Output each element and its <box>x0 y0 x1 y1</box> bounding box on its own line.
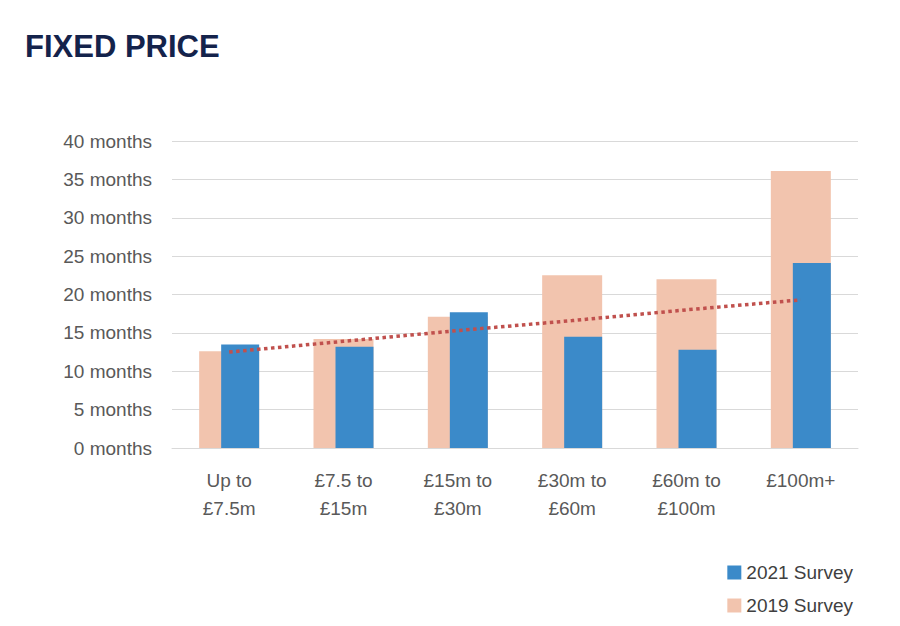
svg-text:£15m: £15m <box>320 498 368 519</box>
svg-text:2021 Survey: 2021 Survey <box>746 562 853 583</box>
svg-text:0 months: 0 months <box>74 438 152 459</box>
svg-text:35 months: 35 months <box>63 169 152 190</box>
svg-text:£7.5 to: £7.5 to <box>314 470 372 491</box>
svg-text:£15m to: £15m to <box>424 470 493 491</box>
svg-text:40 months: 40 months <box>63 131 152 152</box>
svg-text:15 months: 15 months <box>63 322 152 343</box>
svg-text:£100m: £100m <box>657 498 715 519</box>
svg-text:25 months: 25 months <box>63 246 152 267</box>
svg-text:30 months: 30 months <box>63 207 152 228</box>
svg-text:20 months: 20 months <box>63 284 152 305</box>
svg-text:£100m+: £100m+ <box>766 470 835 491</box>
svg-text:5 months: 5 months <box>74 399 152 420</box>
svg-text:2019 Survey: 2019 Survey <box>746 595 853 616</box>
svg-text:£60m to: £60m to <box>652 470 721 491</box>
svg-text:£30m to: £30m to <box>538 470 607 491</box>
svg-text:£30m: £30m <box>434 498 482 519</box>
svg-text:10 months: 10 months <box>63 361 152 382</box>
svg-text:FIXED PRICE: FIXED PRICE <box>25 29 220 64</box>
svg-text:£7.5m: £7.5m <box>203 498 256 519</box>
svg-text:Up to: Up to <box>206 470 251 491</box>
svg-text:£60m: £60m <box>548 498 596 519</box>
